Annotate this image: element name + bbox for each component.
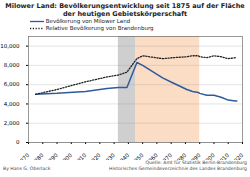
svg-text:1950: 1950	[130, 152, 144, 160]
svg-text:1980: 1980	[173, 152, 187, 160]
html-text:Bevölkerung von Milower Land: Bevölkerung von Milower Land	[44, 18, 131, 24]
svg-text:1940: 1940	[116, 152, 130, 160]
svg-text:1890: 1890	[45, 152, 59, 160]
html-text:Quelle: Amt für Statistik Berl: Quelle: Amt für Statistik Berlin-Branden…	[145, 160, 247, 165]
svg-text:4,000: 4,000	[4, 101, 20, 107]
svg-text:2000: 2000	[202, 152, 216, 160]
svg-text:2,000: 2,000	[4, 120, 20, 126]
html-text:Milower Land: Bevölkerungsentw: Milower Land: Bevölkerungsentwicklung se…	[5, 2, 245, 18]
svg-text:2020: 2020	[230, 152, 244, 160]
html-text:By Hans G. Oberlack: By Hans G. Oberlack	[3, 166, 51, 172]
svg-text:1990: 1990	[188, 152, 202, 160]
svg-text:1970: 1970	[159, 152, 173, 160]
svg-text:0: 0	[16, 139, 20, 145]
svg-text:1960: 1960	[145, 152, 159, 160]
svg-text:1910: 1910	[73, 152, 87, 160]
svg-text:2010: 2010	[216, 152, 230, 160]
svg-text:1920: 1920	[88, 152, 102, 160]
svg-text:1870: 1870	[16, 152, 30, 160]
html-text:Historisches Gemeindeverzeichn: Historisches Gemeindeverzeichnis des Lan…	[109, 165, 247, 171]
html-text:Relative Bevölkerung von Brand: Relative Bevölkerung von Brandenburg	[44, 25, 154, 31]
svg-text:1930: 1930	[102, 152, 116, 160]
svg-text:1900: 1900	[59, 152, 73, 160]
svg-text:1880: 1880	[31, 152, 45, 160]
svg-text:6,000: 6,000	[4, 81, 20, 87]
svg-text:10,000: 10,000	[0, 43, 20, 49]
svg-text:8,000: 8,000	[4, 62, 20, 68]
